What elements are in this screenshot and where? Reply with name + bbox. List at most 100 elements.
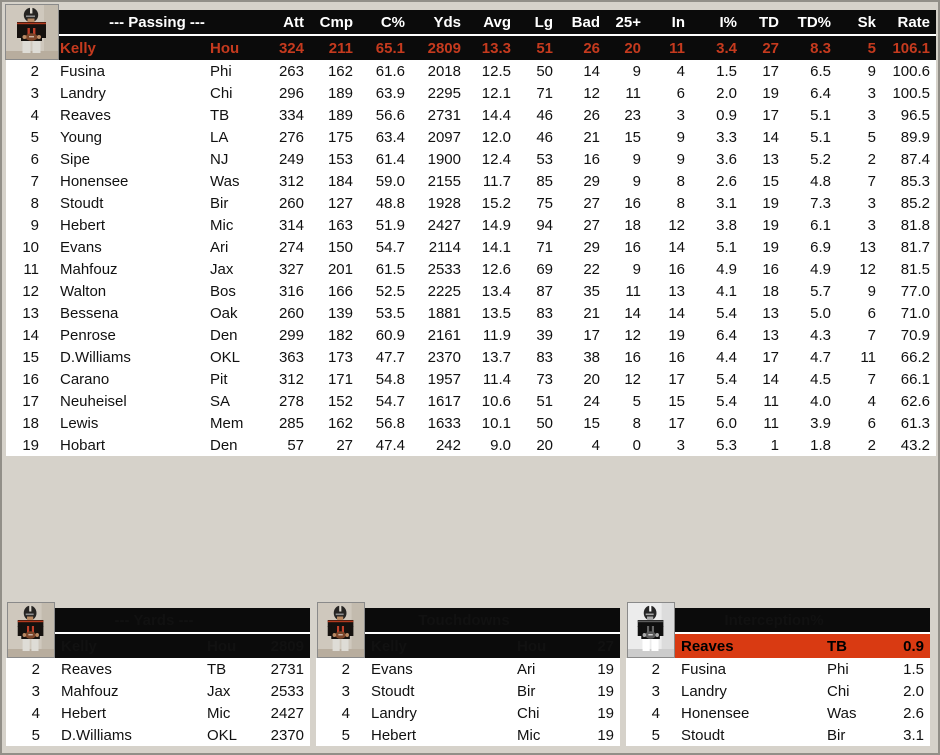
leaderboard-row-evans[interactable]: 2 Evans Ari 19 — [316, 658, 621, 680]
passing-row-mahfouz[interactable]: 11 Mahfouz Jax 327 201 61.5 2533 12.6 69 22 9 16 4.9… — [6, 258, 936, 280]
stat-value: 3.6 — [691, 148, 743, 170]
column-header-c%[interactable]: C% — [359, 10, 411, 36]
team-abbr: Mic — [510, 724, 565, 746]
passing-row-carano[interactable]: 16 Carano Pit 312 171 54.8 1957 11.4 73 20 12 17 5.4… — [6, 368, 936, 390]
leaderboard-row-reaves[interactable]: 2 Reaves TB 2731 — [6, 658, 310, 680]
leaderboard-row-stoudt[interactable]: 5 Stoudt Bir 3.1 — [626, 724, 930, 746]
stat-value: 0.9 — [691, 104, 743, 126]
stat-value: 6.5 — [785, 60, 837, 82]
team-abbr: SA — [203, 390, 261, 412]
column-header-yds[interactable]: Yds — [411, 10, 467, 36]
stat-value: 296 — [261, 82, 310, 104]
passing-row-fusina[interactable]: 2 Fusina Phi 263 162 61.6 2018 12.5 50 14 9 4 1.5 17 6… — [6, 60, 936, 82]
stat-value: 260 — [261, 192, 310, 214]
rank-cell: 3 — [316, 680, 364, 702]
passing-row-penrose[interactable]: 14 Penrose Den 299 182 60.9 2161 11.9 39 17 12 19 6.… — [6, 324, 936, 346]
column-header-td%[interactable]: TD% — [785, 10, 837, 36]
stat-value: 19 — [743, 214, 785, 236]
leader-stat-value: 51 — [517, 35, 559, 60]
leaderboard-row-landry[interactable]: 4 Landry Chi 19 — [316, 702, 621, 724]
stat-value: 2114 — [411, 236, 467, 258]
leaderboard-row-fusina[interactable]: 2 Fusina Phi 1.5 — [626, 658, 930, 680]
passing-row-evans[interactable]: 10 Evans Ari 274 150 54.7 2114 14.1 71 29 16 14 5.1 1… — [6, 236, 936, 258]
stat-value: 6.4 — [785, 82, 837, 104]
passing-row-reaves[interactable]: 4 Reaves TB 334 189 56.6 2731 14.4 46 26 23 3 0.9 17 5… — [6, 104, 936, 126]
team-abbr: Phi — [203, 60, 261, 82]
stat-value: 5.4 — [691, 368, 743, 390]
stat-value: 2 — [837, 148, 882, 170]
stat-value: 70.9 — [882, 324, 936, 346]
stat-value: 7 — [837, 324, 882, 346]
column-header-att[interactable]: Att — [261, 10, 310, 36]
stat-value: 19 — [647, 324, 691, 346]
passing-row-walton[interactable]: 12 Walton Bos 316 166 52.5 2225 13.4 87 35 11 13 4.1… — [6, 280, 936, 302]
rank-cell: 9 — [6, 214, 53, 236]
column-header-lg[interactable]: Lg — [517, 10, 559, 36]
leader-stat-value: 3.4 — [691, 35, 743, 60]
stat-value: 1957 — [411, 368, 467, 390]
column-header-rate[interactable]: Rate — [882, 10, 936, 36]
yards-leader-row[interactable]: Kelly Hou 2809 — [6, 633, 310, 658]
stat-value: 10.1 — [467, 412, 517, 434]
stat-value: 127 — [310, 192, 359, 214]
leaderboard-row-hebert[interactable]: 5 Hebert Mic 19 — [316, 724, 621, 746]
column-header-i%[interactable]: I% — [691, 10, 743, 36]
leader-stat-value: 20 — [606, 35, 647, 60]
stat-value: 14.1 — [467, 236, 517, 258]
leaderboard-row-landry[interactable]: 3 Landry Chi 2.0 — [626, 680, 930, 702]
passing-row-hebert[interactable]: 9 Hebert Mic 314 163 51.9 2427 14.9 94 27 18 12 3.8 1… — [6, 214, 936, 236]
passing-leader-row[interactable]: Kelly Hou 324 211 65.1 2809 13.3 51 26 20 11 3.4 2… — [6, 35, 936, 60]
passing-row-neuheisel[interactable]: 17 Neuheisel SA 278 152 54.7 1617 10.6 51 24 5 15 5.… — [6, 390, 936, 412]
column-header-in[interactable]: In — [647, 10, 691, 36]
leader-stat-value: 106.1 — [882, 35, 936, 60]
rank-cell: 16 — [6, 368, 53, 390]
leaderboard-row-hebert[interactable]: 4 Hebert Mic 2427 — [6, 702, 310, 724]
stat-value: 15 — [559, 412, 606, 434]
leaderboard-row-stoudt[interactable]: 3 Stoudt Bir 19 — [316, 680, 621, 702]
interception-pct-leader-row[interactable]: Reaves TB 0.9 — [626, 633, 930, 658]
passing-row-d.williams[interactable]: 15 D.Williams OKL 363 173 47.7 2370 13.7 83 38 16 1… — [6, 346, 936, 368]
column-header-25+[interactable]: 25+ — [606, 10, 647, 36]
stat-value: 14 — [743, 368, 785, 390]
passing-row-bessena[interactable]: 13 Bessena Oak 260 139 53.5 1881 13.5 83 21 14 14 5.… — [6, 302, 936, 324]
column-header-bad[interactable]: Bad — [559, 10, 606, 36]
stat-value: 4.4 — [691, 346, 743, 368]
stat-value: 6 — [647, 82, 691, 104]
player-name: Hebert — [54, 702, 200, 724]
touchdowns-table-title: Touchdowns — [364, 608, 565, 634]
rank-cell: 18 — [6, 412, 53, 434]
leaderboard-row-d.williams[interactable]: 5 D.Williams OKL 2370 — [6, 724, 310, 746]
column-header-td[interactable]: TD — [743, 10, 785, 36]
passing-row-hobart[interactable]: 19 Hobart Den 57 27 47.4 242 9.0 20 4 0 3 5.3 1 1.8 2 43… — [6, 434, 936, 456]
stat-value: 1617 — [411, 390, 467, 412]
passing-row-young[interactable]: 5 Young LA 276 175 63.4 2097 12.0 46 21 15 9 3.3 14 5.… — [6, 126, 936, 148]
leader-stat-value: 11 — [647, 35, 691, 60]
rank-cell: 5 — [316, 724, 364, 746]
team-abbr: Chi — [820, 680, 874, 702]
column-header-sk[interactable]: Sk — [837, 10, 882, 36]
leaderboard-row-mahfouz[interactable]: 3 Mahfouz Jax 2533 — [6, 680, 310, 702]
stat-value: 61.3 — [882, 412, 936, 434]
passing-row-landry[interactable]: 3 Landry Chi 296 189 63.9 2295 12.1 71 12 11 6 2.0 19… — [6, 82, 936, 104]
stat-value: 2427 — [411, 214, 467, 236]
stat-value: 17 — [743, 104, 785, 126]
column-header-cmp[interactable]: Cmp — [310, 10, 359, 36]
leaderboard-row-honensee[interactable]: 4 Honensee Was 2.6 — [626, 702, 930, 724]
stat-value: 2.0 — [691, 82, 743, 104]
column-header-avg[interactable]: Avg — [467, 10, 517, 36]
passing-row-lewis[interactable]: 18 Lewis Mem 285 162 56.8 1633 10.1 50 15 8 17 6.0 11… — [6, 412, 936, 434]
stat-value: 9.0 — [467, 434, 517, 456]
passing-row-honensee[interactable]: 7 Honensee Was 312 184 59.0 2155 11.7 85 29 9 8 2.6 1… — [6, 170, 936, 192]
passing-row-sipe[interactable]: 6 Sipe NJ 249 153 61.4 1900 12.4 53 16 9 9 3.6 13 5.2 2… — [6, 148, 936, 170]
touchdowns-leader-row[interactable]: Kelly Hou 27 — [316, 633, 621, 658]
stat-value: 12 — [606, 368, 647, 390]
rank-cell: 8 — [6, 192, 53, 214]
stat-value: 47.4 — [359, 434, 411, 456]
stat-value: 6 — [837, 412, 882, 434]
passing-row-stoudt[interactable]: 8 Stoudt Bir 260 127 48.8 1928 15.2 75 27 16 8 3.1 19… — [6, 192, 936, 214]
stat-value: 2295 — [411, 82, 467, 104]
stat-value: 5.0 — [785, 302, 837, 324]
stat-value: 54.8 — [359, 368, 411, 390]
stat-value: 7.3 — [785, 192, 837, 214]
